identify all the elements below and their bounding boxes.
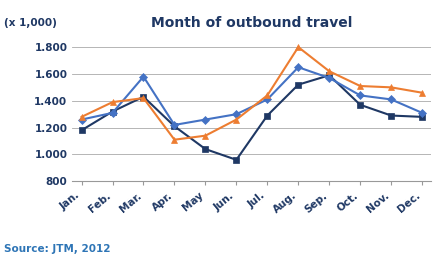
2010 [327,76,332,80]
2009 [234,158,239,161]
2009 [389,114,394,117]
Title: Month of outbound travel: Month of outbound travel [151,16,353,30]
2010 [234,113,239,116]
2009 [296,83,301,86]
2011 [203,134,208,137]
Text: (x 1,000): (x 1,000) [4,18,57,28]
2011 [234,118,239,121]
2010 [172,123,177,126]
2010 [296,66,301,69]
2011 [389,86,394,89]
2011 [327,70,332,73]
2010 [420,111,425,114]
2011 [265,94,270,97]
2011 [110,100,115,104]
2009 [357,103,363,106]
2011 [141,97,146,100]
2010 [265,98,270,101]
2009 [172,125,177,128]
2009 [327,74,332,77]
2009 [110,110,115,113]
2009 [265,114,270,117]
2010 [110,111,115,114]
2009 [79,129,84,132]
2011 [79,115,84,118]
2010 [389,98,394,101]
2010 [141,75,146,78]
2011 [420,91,425,94]
2009 [420,115,425,118]
Text: Source: JTM, 2012: Source: JTM, 2012 [4,244,111,254]
2011 [357,84,363,88]
Line: 2009: 2009 [78,72,425,163]
Line: 2011: 2011 [78,44,425,143]
2010 [203,118,208,121]
2010 [79,118,84,121]
2010 [357,94,363,97]
2011 [296,46,301,49]
2009 [203,148,208,151]
Line: 2010: 2010 [78,64,425,128]
2009 [141,95,146,98]
2011 [172,138,177,141]
